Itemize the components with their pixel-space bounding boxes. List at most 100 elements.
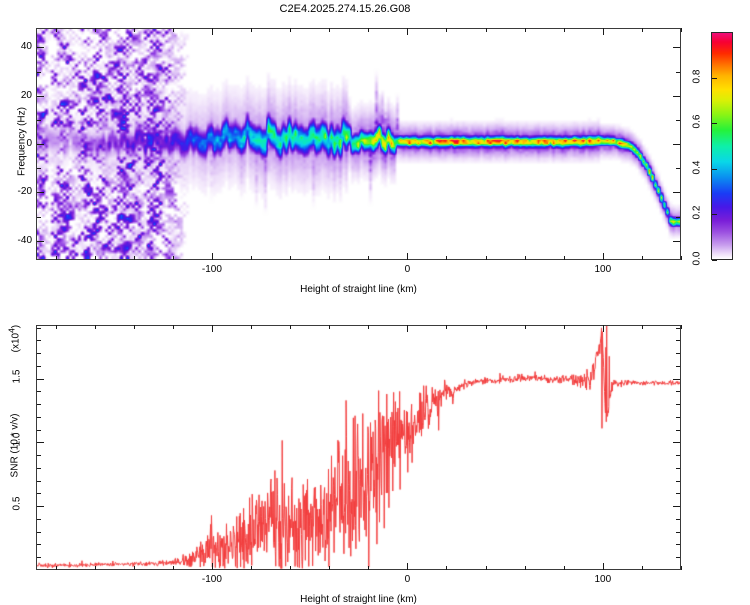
colorbar-tick-label: 0.6 <box>691 114 703 129</box>
axis-tick <box>712 214 717 216</box>
axis-tick <box>172 325 174 329</box>
axis-tick <box>94 28 96 32</box>
axis-tick <box>37 365 41 367</box>
axis-tick <box>172 256 174 260</box>
axis-tick <box>676 467 680 469</box>
axis-tick <box>602 563 604 570</box>
axis-tick <box>37 493 41 495</box>
axis-tick <box>673 144 680 145</box>
axis-tick <box>329 28 331 32</box>
axis-tick <box>37 240 44 242</box>
axis-tick <box>251 566 252 570</box>
axis-tick <box>712 168 717 170</box>
axis-tick <box>676 544 680 546</box>
axis-tick <box>676 518 680 520</box>
axis-tick <box>251 28 252 32</box>
axis-tick <box>37 455 41 457</box>
axis-tick <box>37 429 41 431</box>
axis-tick <box>368 256 370 260</box>
axis-tick <box>676 493 680 495</box>
axis-tick <box>676 327 680 329</box>
spectrogram-canvas <box>37 29 680 259</box>
colorbar-gradient <box>711 32 733 260</box>
axis-tick <box>37 192 44 194</box>
axis-tick <box>676 416 680 418</box>
axis-tick <box>676 119 680 121</box>
axis-tick <box>290 325 292 329</box>
snr-multiplier-label: (x104) <box>6 324 22 353</box>
axis-tick <box>524 256 526 260</box>
axis-tick <box>37 71 41 73</box>
axis-tick <box>251 325 252 329</box>
snr-plot-area <box>36 325 681 570</box>
axis-tick-label: 40 <box>20 41 32 53</box>
axis-tick <box>94 325 96 329</box>
axis-tick <box>602 28 604 35</box>
axis-tick <box>676 365 680 367</box>
axis-tick <box>211 253 213 260</box>
axis-tick <box>37 340 41 342</box>
axis-tick <box>676 480 680 482</box>
axis-tick <box>676 557 680 559</box>
axis-tick <box>37 47 44 49</box>
axis-tick <box>37 95 44 97</box>
axis-tick <box>712 77 717 79</box>
axis-tick <box>37 404 41 406</box>
axis-tick <box>37 216 41 218</box>
axis-tick <box>676 353 680 355</box>
axis-tick <box>37 119 41 121</box>
axis-tick-label: 0 <box>404 264 411 275</box>
axis-tick <box>712 123 717 125</box>
axis-tick <box>407 28 409 35</box>
snr-y-axis-label: SNR (10 * v/v) <box>9 413 21 477</box>
axis-tick <box>485 28 487 32</box>
colorbar-tick-label: 0.8 <box>691 69 703 84</box>
axis-tick <box>368 325 370 329</box>
axis-tick <box>676 391 680 393</box>
axis-tick <box>37 378 44 380</box>
axis-tick-label: 0 <box>404 574 411 585</box>
axis-tick <box>368 28 370 32</box>
figure-title: C2E4.2025.274.15.26.G08 <box>279 3 411 15</box>
axis-tick <box>290 256 292 260</box>
axis-tick-label: -100 <box>201 264 222 275</box>
axis-tick <box>676 340 680 342</box>
axis-tick <box>290 566 292 570</box>
axis-tick <box>368 566 370 570</box>
axis-tick <box>407 563 409 570</box>
axis-tick <box>673 192 680 194</box>
axis-tick <box>524 325 526 329</box>
axis-tick <box>446 28 448 32</box>
axis-tick <box>94 566 96 570</box>
axis-tick <box>524 28 526 32</box>
axis-tick <box>681 566 682 570</box>
axis-tick <box>37 518 41 520</box>
axis-tick <box>37 391 41 393</box>
axis-tick <box>563 28 565 32</box>
axis-tick <box>673 378 680 380</box>
axis-tick <box>676 168 680 170</box>
axis-tick <box>55 566 57 570</box>
axis-tick-label: -100 <box>201 574 222 585</box>
axis-tick <box>37 467 41 469</box>
axis-tick <box>37 557 41 559</box>
axis-tick <box>37 531 41 533</box>
axis-tick <box>37 168 41 170</box>
spectrogram-x-axis-label: Height of straight line (km) <box>300 284 417 295</box>
axis-tick <box>712 260 717 261</box>
axis-tick-label: 20 <box>20 89 32 101</box>
axis-tick <box>673 506 680 508</box>
axis-tick <box>676 404 680 406</box>
axis-tick <box>211 325 213 332</box>
axis-tick <box>676 71 680 73</box>
axis-tick <box>485 566 487 570</box>
axis-tick <box>55 28 57 32</box>
axis-tick <box>37 144 44 145</box>
axis-tick <box>133 256 135 260</box>
axis-tick <box>251 256 252 260</box>
spectrogram-plot-area <box>36 28 681 260</box>
axis-tick <box>676 216 680 218</box>
axis-tick-label: -20 <box>17 186 32 198</box>
axis-tick <box>172 566 174 570</box>
